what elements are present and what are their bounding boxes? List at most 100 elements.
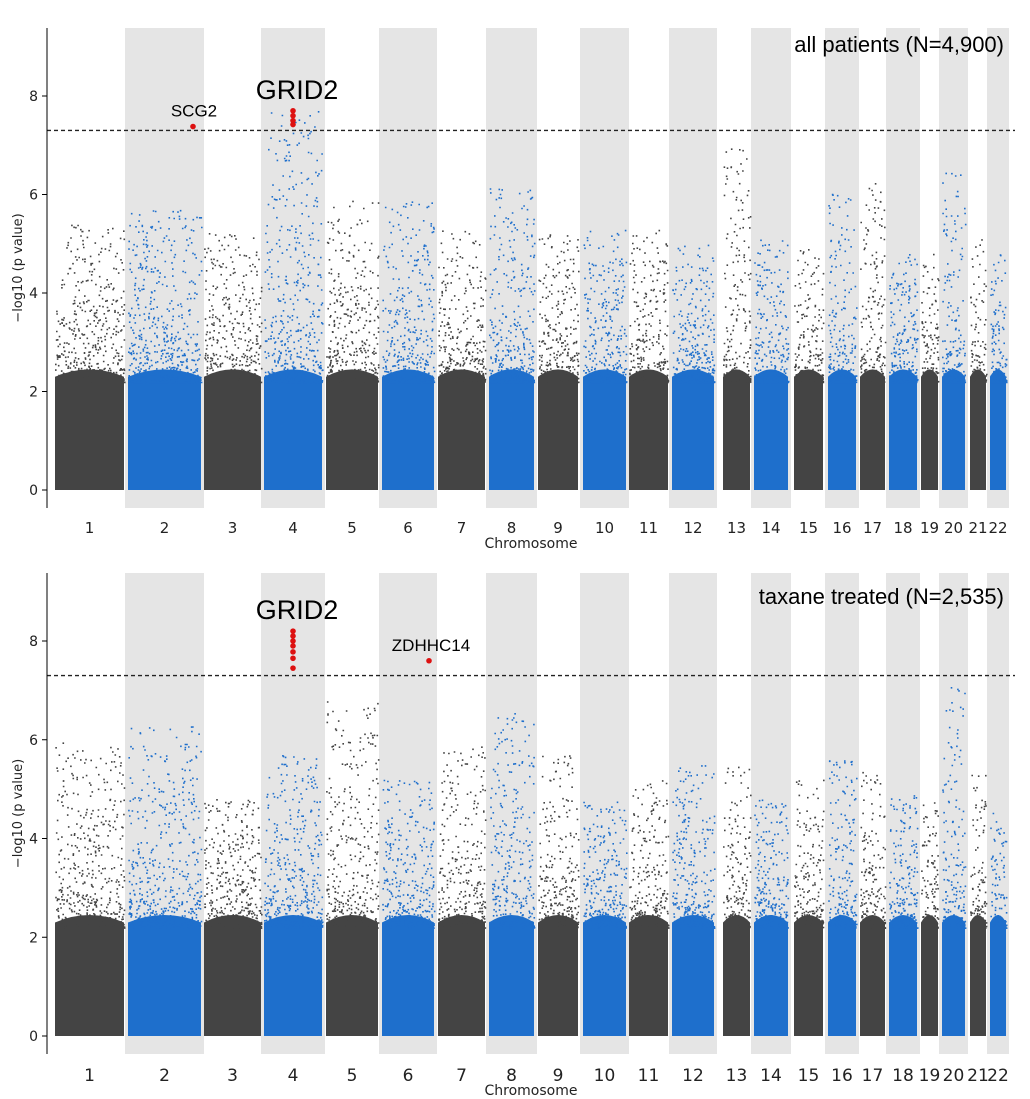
chromosome-block-20 — [942, 915, 965, 1036]
chromosome-points-11 — [629, 780, 670, 929]
hit-label-grid2: GRID2 — [256, 595, 339, 625]
x-tick-label-chr5: 5 — [347, 1066, 358, 1086]
chromosome-points-9 — [538, 755, 580, 929]
chromosome-block-13 — [723, 915, 750, 1036]
hit-point-grid2 — [290, 633, 296, 639]
chromosome-points-5 — [326, 200, 380, 384]
hit-point-grid2 — [290, 655, 296, 662]
chromosome-block-21 — [970, 369, 986, 490]
data-points — [55, 687, 1008, 1036]
x-tick-label-chr11: 11 — [639, 519, 658, 537]
chromosome-block-12 — [672, 369, 714, 490]
chromosome-points-19 — [921, 253, 940, 384]
chromosome-block-17 — [860, 915, 885, 1036]
x-tick-label-chr6: 6 — [403, 519, 413, 537]
x-tick-label-chr3: 3 — [227, 1066, 238, 1086]
chromosome-block-1 — [55, 369, 124, 490]
chromosome-block-19 — [921, 369, 938, 490]
x-tick-label-chr8: 8 — [507, 519, 517, 537]
chromosome-block-6 — [382, 915, 434, 1036]
x-tick-label-chr5: 5 — [347, 519, 357, 537]
hit-label-zdhhc14: ZDHHC14 — [392, 636, 470, 655]
chromosome-block-17 — [860, 369, 885, 490]
x-tick-label-chr11: 11 — [638, 1066, 660, 1086]
x-axis-title: Chromosome — [485, 1083, 578, 1099]
x-tick-label-chr22: 22 — [988, 519, 1007, 537]
chromosome-block-3 — [204, 369, 261, 490]
hit-point-grid2 — [290, 117, 296, 124]
chromosome-block-11 — [629, 369, 668, 490]
chromosome-points-17 — [860, 771, 887, 929]
chromosome-block-10 — [583, 915, 626, 1036]
chromosome-points-6 — [382, 201, 436, 384]
chromosome-block-21 — [970, 915, 986, 1036]
chromosome-block-1 — [55, 915, 124, 1036]
chromosome-block-3 — [204, 915, 261, 1036]
chromosome-points-16 — [828, 193, 858, 384]
hit-point-grid2 — [290, 665, 296, 671]
x-tick-label-chr13: 13 — [726, 1066, 748, 1086]
y-tick-label: 8 — [29, 89, 38, 105]
chromosome-block-15 — [794, 915, 823, 1036]
x-tick-label-chr18: 18 — [893, 519, 912, 537]
chromosome-block-14 — [754, 915, 788, 1036]
chromosome-points-19 — [921, 802, 940, 929]
chromosome-block-15 — [794, 369, 823, 490]
chromosome-points-13 — [723, 148, 752, 384]
chromosome-points-1 — [55, 224, 126, 384]
chromosome-block-16 — [828, 915, 856, 1036]
chromosome-block-22 — [990, 915, 1006, 1036]
y-tick-label: 6 — [29, 188, 38, 204]
x-tick-label-chr13: 13 — [727, 519, 746, 537]
x-tick-label-chr22: 22 — [987, 1066, 1009, 1086]
y-tick-label: 0 — [29, 1029, 38, 1045]
chromosome-points-16 — [828, 760, 858, 929]
chromosome-block-12 — [672, 915, 714, 1036]
y-tick-label: 2 — [29, 385, 38, 401]
hit-point-grid2 — [290, 628, 296, 634]
chromosome-points-2 — [128, 209, 203, 384]
hit-point-grid2 — [290, 638, 296, 644]
data-points — [55, 111, 1008, 490]
hit-point-grid2 — [290, 112, 296, 119]
chromosome-block-6 — [382, 369, 434, 490]
x-tick-label-chr10: 10 — [595, 519, 614, 537]
x-tick-label-chr2: 2 — [160, 519, 170, 537]
x-tick-label-chr15: 15 — [799, 519, 818, 537]
panel-title: taxane treated (N=2,535) — [759, 584, 1004, 609]
chromosome-block-19 — [921, 915, 938, 1036]
x-tick-label-chr19: 19 — [919, 1066, 941, 1086]
x-tick-label-chr1: 1 — [85, 519, 95, 537]
x-tick-label-chr20: 20 — [943, 1066, 965, 1086]
chromosome-points-9 — [538, 234, 580, 384]
y-axis-title: −log10 (p value) — [11, 759, 26, 868]
x-tick-label-chr17: 17 — [863, 519, 882, 537]
hit-point-scg2 — [190, 123, 196, 130]
y-tick-label: 2 — [29, 930, 38, 946]
x-tick-label-chr12: 12 — [682, 1066, 704, 1086]
y-tick-label: 0 — [29, 483, 38, 499]
chromosome-block-11 — [629, 915, 668, 1036]
chromosome-points-8 — [489, 188, 536, 384]
x-tick-label-chr18: 18 — [892, 1066, 914, 1086]
hit-point-grid2 — [290, 107, 296, 114]
chromosome-points-15 — [794, 779, 825, 929]
chromosome-points-3 — [204, 233, 263, 384]
chromosome-points-7 — [438, 746, 487, 929]
hit-point-grid2 — [290, 649, 296, 655]
x-tick-label-chr4: 4 — [288, 519, 298, 537]
chromosome-points-10 — [583, 801, 628, 929]
chromosome-block-5 — [326, 369, 378, 490]
chromosome-block-4 — [264, 915, 322, 1036]
x-tick-label-chr14: 14 — [760, 1066, 782, 1086]
x-tick-label-chr14: 14 — [761, 519, 780, 537]
chromosome-block-22 — [990, 369, 1006, 490]
x-tick-label-chr7: 7 — [457, 519, 467, 537]
x-axis-title: Chromosome — [485, 536, 578, 552]
x-tick-label-chr21: 21 — [967, 1066, 989, 1086]
hit-point-grid2 — [290, 121, 296, 128]
chromosome-block-16 — [828, 369, 856, 490]
chromosome-block-7 — [438, 915, 485, 1036]
hit-point-zdhhc14 — [426, 657, 432, 664]
